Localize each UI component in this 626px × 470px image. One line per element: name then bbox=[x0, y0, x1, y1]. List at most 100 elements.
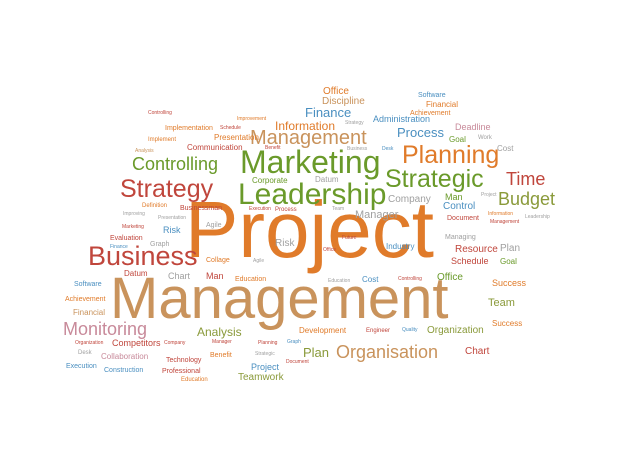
cloud-word: Process bbox=[275, 207, 297, 213]
cloud-word: Business bbox=[88, 241, 198, 271]
cloud-word: Education bbox=[181, 377, 208, 383]
cloud-word: Organisation bbox=[336, 342, 439, 362]
cloud-word: Goal bbox=[449, 135, 466, 144]
cloud-word: Organization bbox=[75, 340, 104, 346]
cloud-word: Project bbox=[185, 185, 434, 274]
cloud-word: Controlling bbox=[132, 154, 219, 174]
cloud-word: Finance bbox=[305, 105, 352, 120]
cloud-word: Improvement bbox=[237, 116, 267, 122]
cloud-word: Document bbox=[286, 359, 309, 365]
cloud-word: Monitoring bbox=[63, 319, 148, 339]
cloud-word: Controlling bbox=[398, 276, 422, 282]
cloud-word: Businessman bbox=[180, 205, 223, 212]
cloud-word: Success bbox=[492, 278, 527, 288]
cloud-word: Managing bbox=[445, 234, 476, 241]
cloud-word: Leadership bbox=[525, 214, 550, 220]
cloud-word: Company bbox=[164, 340, 186, 346]
cloud-word: Schedule bbox=[451, 256, 489, 266]
cloud-word: Evaluation bbox=[110, 235, 143, 242]
cloud-word: Corporate bbox=[252, 176, 288, 185]
cloud-word: Datum bbox=[124, 269, 148, 278]
cloud-word: Planning bbox=[258, 340, 278, 346]
cloud-word: Office bbox=[437, 272, 463, 283]
cloud-word: Cost bbox=[497, 144, 514, 153]
cloud-word: Information bbox=[488, 211, 514, 217]
cloud-word: Management bbox=[250, 127, 367, 149]
cloud-word: Goal bbox=[500, 257, 517, 266]
cloud-word: Financial bbox=[73, 308, 106, 317]
cloud-word: Cost bbox=[362, 275, 379, 284]
cloud-word: Implementation bbox=[165, 125, 213, 132]
cloud-word: Manager bbox=[212, 339, 232, 345]
cloud-word: Analysis bbox=[197, 325, 242, 339]
cloud-word: Project bbox=[481, 192, 497, 198]
cloud-word: Plan bbox=[303, 345, 330, 360]
cloud-word: Execution bbox=[66, 363, 97, 370]
cloud-word: Information bbox=[275, 119, 336, 133]
cloud-word: Education bbox=[235, 276, 267, 283]
cloud-word: Professional bbox=[162, 368, 201, 375]
cloud-word: Business bbox=[347, 146, 368, 152]
cloud-word: Desk bbox=[382, 146, 394, 152]
cloud-word: Presentation bbox=[158, 215, 187, 221]
cloud-word: Quality bbox=[402, 327, 418, 333]
cloud-word: Office bbox=[323, 247, 336, 253]
cloud-word: Marketing bbox=[240, 144, 381, 180]
cloud-word: Management bbox=[490, 219, 520, 225]
cloud-word: Management bbox=[110, 266, 449, 331]
cloud-word: Process bbox=[397, 125, 444, 140]
cloud-word: Risk bbox=[163, 225, 181, 235]
cloud-word: Project bbox=[251, 362, 280, 372]
cloud-word: Schedule bbox=[220, 125, 241, 131]
cloud-word: Competitors bbox=[112, 338, 161, 348]
cloud-word: Discipline bbox=[322, 96, 365, 107]
cloud-word: Engineer bbox=[366, 328, 391, 334]
cloud-word: Work bbox=[478, 135, 492, 141]
cloud-word: Strategy bbox=[120, 175, 214, 203]
cloud-word: Office bbox=[323, 86, 349, 97]
cloud-word: Time bbox=[506, 169, 546, 189]
cloud-word: Datum bbox=[315, 175, 339, 184]
cloud-word: Software bbox=[418, 92, 446, 99]
cloud-word: Collage bbox=[206, 257, 230, 264]
cloud-word: Organization bbox=[427, 325, 484, 336]
cloud-word: Benefit bbox=[210, 352, 232, 359]
cloud-word: Leadership bbox=[238, 178, 387, 211]
cloud-word: Construction bbox=[104, 367, 144, 374]
cloud-word: Education bbox=[328, 278, 351, 284]
cloud-word: Agile bbox=[253, 258, 265, 264]
cloud-word: Improving bbox=[123, 211, 145, 217]
cloud-word: Technology bbox=[166, 357, 202, 364]
cloud-word: Graph bbox=[150, 241, 170, 248]
cloud-word: Strategic bbox=[255, 351, 275, 357]
cloud-word: Success bbox=[492, 319, 523, 328]
cloud-word: Definition bbox=[142, 203, 168, 209]
cloud-word: Team bbox=[332, 206, 345, 212]
cloud-word: Control bbox=[443, 201, 476, 212]
cloud-word: Future bbox=[342, 235, 357, 241]
cloud-word: Company bbox=[388, 194, 431, 205]
cloud-word: Software bbox=[74, 281, 102, 288]
cloud-word: Financial bbox=[426, 100, 459, 109]
cloud-word: Controlling bbox=[148, 110, 172, 116]
cloud-word: Marketing bbox=[122, 224, 144, 230]
cloud-word: Achievement bbox=[65, 296, 106, 303]
cloud-word: Collaboration bbox=[101, 352, 149, 361]
cloud-word: Deadline bbox=[455, 122, 491, 132]
cloud-word: Team bbox=[488, 297, 515, 309]
cloud-word: Strategy bbox=[345, 120, 364, 126]
cloud-word: Plan bbox=[500, 243, 521, 254]
cloud-word: Finance bbox=[110, 244, 128, 250]
cloud-word: Desk bbox=[78, 350, 92, 356]
cloud-word: Man bbox=[445, 192, 463, 202]
cloud-word: Strategic bbox=[385, 165, 484, 193]
cloud-word: Teamwork bbox=[238, 372, 284, 383]
cloud-word: Communication bbox=[187, 143, 243, 152]
cloud-word: Execution bbox=[249, 206, 271, 212]
cloud-word: Chart bbox=[168, 271, 191, 281]
cloud-word: Document bbox=[447, 215, 479, 222]
cloud-word: Administration bbox=[373, 114, 431, 124]
cloud-word: Planning bbox=[402, 141, 500, 169]
cloud-word: Industry bbox=[386, 242, 415, 251]
cloud-word: Development bbox=[299, 326, 347, 335]
